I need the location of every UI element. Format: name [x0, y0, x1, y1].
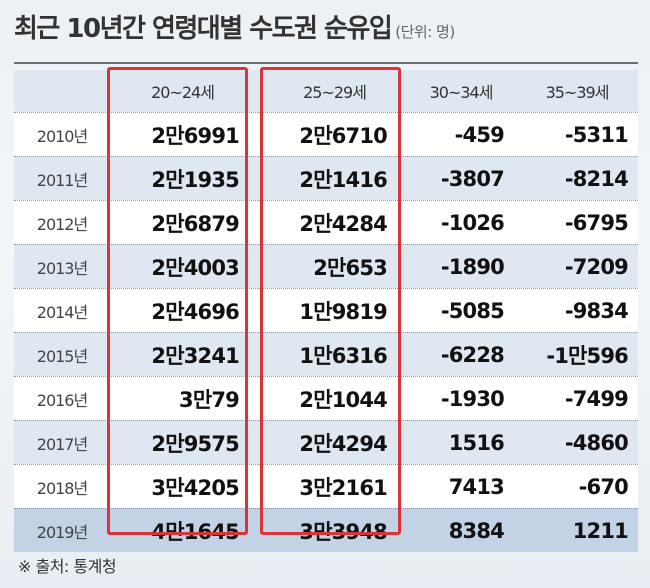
value-cell: 2만1935: [151, 167, 239, 192]
year-cell: 2011년: [36, 170, 88, 190]
value-cell: -3807: [440, 166, 505, 191]
value-cell: -5085: [440, 298, 505, 323]
value-cell: 1만6316: [299, 343, 387, 368]
value-cell: 1만9819: [299, 299, 387, 324]
value-cell: 2만9575: [151, 431, 239, 456]
chart-title: 최근 10년간 연령대별 수도권 순유입: [14, 14, 393, 44]
unit-note: (단위: 명): [395, 23, 455, 41]
value-cell: 4만1645: [151, 519, 239, 544]
value-cell: 2만6879: [151, 211, 239, 236]
table-row: 2018년 3만4205 3만2161 7413 -670: [14, 464, 638, 508]
value-cell: 3만79: [179, 387, 240, 412]
source-note: ※ 출처: 통계청: [18, 557, 117, 576]
value-cell: 2만4003: [151, 255, 239, 280]
year-cell: 2013년: [36, 258, 88, 278]
header-cell-25-29: 25~29세: [303, 83, 367, 102]
year-cell: 2018년: [36, 478, 88, 498]
value-cell: -8214: [564, 166, 629, 191]
data-table: 20~24세 25~29세 30~34세 35~39세 2010년 2만6991 2…: [14, 70, 638, 552]
value-cell: -1890: [440, 254, 505, 279]
year-cell: 2010년: [36, 126, 88, 146]
value-cell: 2만1416: [299, 167, 387, 192]
value-cell: -670: [578, 474, 629, 499]
value-cell: 3만4205: [151, 475, 239, 500]
value-cell: 2만3241: [151, 343, 239, 368]
value-cell: -6795: [564, 210, 629, 235]
year-cell: 2019년: [36, 522, 88, 542]
value-cell: -1026: [440, 210, 505, 235]
value-cell: 2만653: [313, 255, 388, 280]
table-row: 2013년 2만4003 2만653 -1890 -7209: [14, 244, 638, 288]
value-cell: -6228: [440, 342, 505, 367]
value-cell: 2만6991: [151, 123, 239, 148]
value-cell: -459: [454, 122, 505, 147]
value-cell: 2만1044: [299, 387, 387, 412]
value-cell: -7209: [564, 254, 629, 279]
value-cell: 2만4284: [299, 211, 387, 236]
table-row: 2019년 4만1645 3만3948 8384 1211: [14, 508, 638, 552]
year-cell: 2015년: [36, 346, 88, 366]
value-cell: 7413: [448, 474, 505, 499]
header-cell-35-39: 35~39세: [545, 83, 610, 102]
value-cell: 2만6710: [299, 123, 387, 148]
table-row: 2015년 2만3241 1만6316 -6228 -1만596: [14, 332, 638, 376]
value-cell: -5311: [564, 122, 629, 147]
title-block: 최근 10년간 연령대별 수도권 순유입 (단위: 명): [14, 8, 644, 52]
value-cell: 2만4696: [151, 299, 239, 324]
value-cell: -1930: [440, 386, 505, 411]
header-cell-20-24: 20~24세: [151, 83, 215, 102]
title-rule: [14, 62, 638, 64]
year-cell: 2012년: [36, 214, 88, 234]
year-cell: 2014년: [36, 302, 88, 322]
table-row: 2016년 3만79 2만1044 -1930 -7499: [14, 376, 638, 420]
value-cell: 2만4294: [299, 431, 387, 456]
table-row: 2017년 2만9575 2만4294 1516 -4860: [14, 420, 638, 464]
table-row: 2011년 2만1935 2만1416 -3807 -8214: [14, 156, 638, 200]
value-cell: -9834: [564, 298, 629, 323]
table-row: 2014년 2만4696 1만9819 -5085 -9834: [14, 288, 638, 332]
value-cell: 1516: [448, 430, 505, 455]
value-cell: 3만3948: [299, 519, 387, 544]
value-cell: -4860: [564, 430, 629, 455]
value-cell: 3만2161: [299, 475, 387, 500]
header-cell-year: [14, 70, 110, 112]
table-row: 2010년 2만6991 2만6710 -459 -5311: [14, 112, 638, 156]
table-row: 2012년 2만6879 2만4284 -1026 -6795: [14, 200, 638, 244]
year-cell: 2016년: [36, 390, 88, 410]
value-cell: -1만596: [546, 343, 628, 368]
value-cell: -7499: [564, 386, 629, 411]
value-cell: 8384: [448, 518, 505, 543]
table-header-row: 20~24세 25~29세 30~34세 35~39세: [14, 70, 638, 112]
header-cell-30-34: 30~34세: [429, 83, 494, 102]
value-cell: 1211: [572, 518, 629, 543]
year-cell: 2017년: [36, 434, 88, 454]
